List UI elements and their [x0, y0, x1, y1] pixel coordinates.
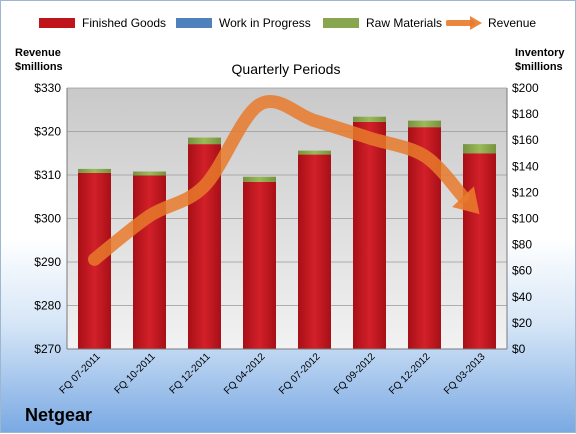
x-tick-label: FQ 04-2012: [222, 351, 268, 397]
left-tick-label: $310: [34, 168, 61, 182]
right-tick-label: $40: [512, 290, 532, 304]
right-tick-label: $80: [512, 238, 532, 252]
left-tick-label: $280: [34, 299, 61, 313]
right-tick-label: $140: [512, 159, 539, 173]
left-tick-label: $270: [34, 342, 61, 356]
bar-finished-goods: [463, 153, 496, 349]
right-tick-label: $100: [512, 212, 539, 226]
right-tick-label: $180: [512, 107, 539, 121]
bar-raw-materials: [243, 177, 276, 182]
bar-raw-materials: [353, 117, 386, 122]
right-tick-label: $20: [512, 316, 532, 330]
bar-raw-materials: [408, 121, 441, 128]
bar-raw-materials: [133, 172, 166, 176]
bar-raw-materials: [463, 144, 496, 153]
left-tick-label: $320: [34, 125, 61, 139]
bar-finished-goods: [298, 155, 331, 349]
left-tick-label: $290: [34, 255, 61, 269]
bar-raw-materials: [78, 169, 111, 173]
x-tick-label: FQ 07-2011: [58, 351, 103, 396]
right-tick-label: $0: [512, 342, 526, 356]
left-tick-label: $300: [34, 212, 61, 226]
bar-finished-goods: [243, 182, 276, 349]
bar-finished-goods: [353, 122, 386, 349]
x-tick-label: FQ 09-2012: [332, 351, 378, 397]
x-tick-label: FQ 07-2012: [277, 351, 323, 397]
right-tick-label: $60: [512, 264, 532, 278]
bar-finished-goods: [133, 175, 166, 349]
bar-raw-materials: [298, 151, 331, 155]
x-tick-label: FQ 12-2012: [387, 351, 433, 397]
x-tick-label: FQ 03-2013: [442, 351, 488, 397]
right-tick-label: $120: [512, 185, 539, 199]
left-tick-label: $330: [34, 81, 61, 95]
x-tick-label: FQ 12-2011: [168, 351, 213, 396]
x-tick-label: FQ 10-2011: [113, 351, 158, 396]
right-tick-label: $200: [512, 81, 539, 95]
bar-raw-materials: [188, 138, 221, 145]
right-tick-label: $160: [512, 133, 539, 147]
brand-label: Netgear: [25, 405, 92, 426]
